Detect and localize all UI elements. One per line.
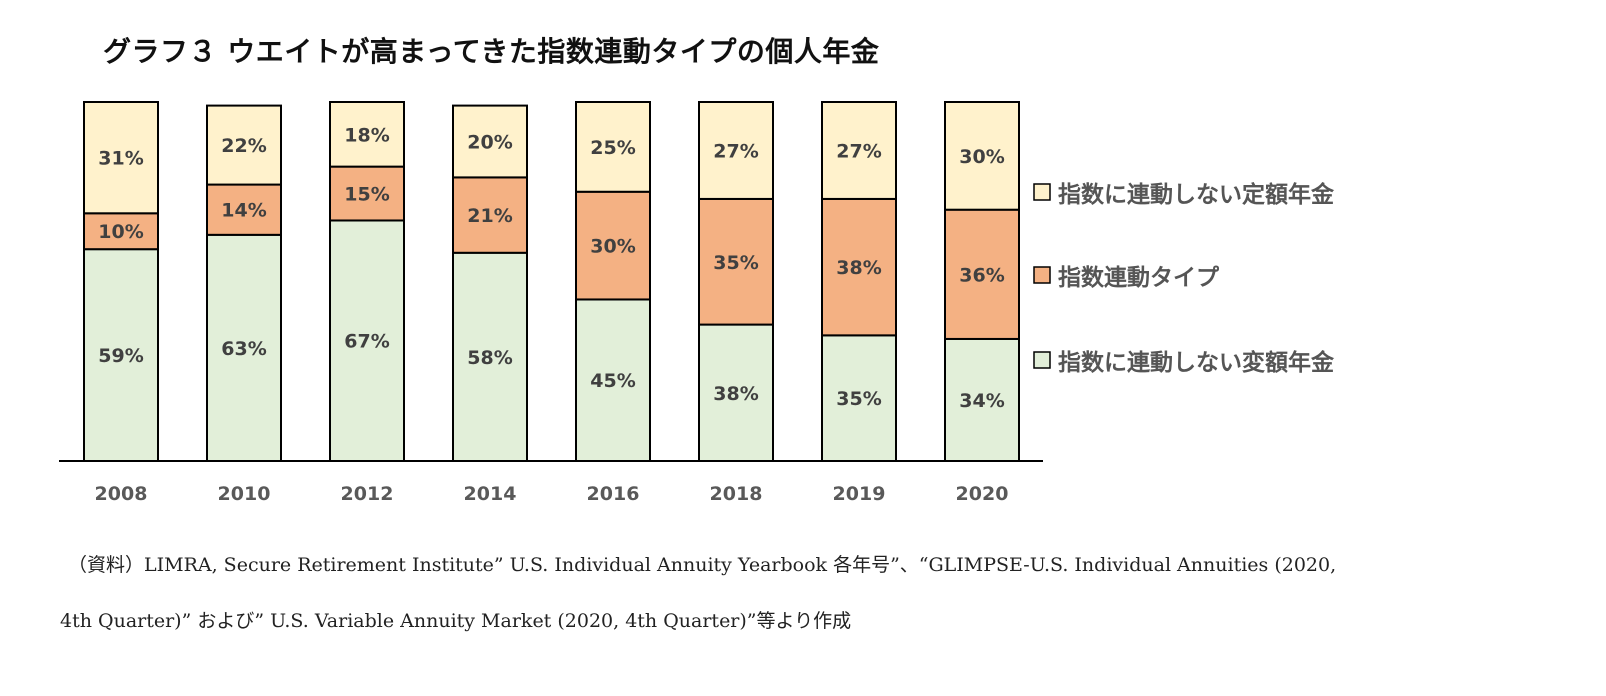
bar-segment-2018-series-1 — [698, 197, 774, 326]
legend-swatch-series-0 — [1033, 351, 1051, 369]
bar-segment-2019-series-2 — [821, 101, 897, 200]
x-tick-label-2014: 2014 — [464, 483, 517, 505]
data-label-2008-series-2: 31% — [98, 148, 143, 170]
legend-swatch-series-2 — [1033, 183, 1051, 201]
data-label-2020-series-1: 36% — [959, 264, 1004, 286]
bar-segment-2012-series-2 — [329, 101, 405, 168]
data-label-2019-series-1: 38% — [836, 257, 881, 279]
x-tick-label-2016: 2016 — [587, 483, 640, 505]
data-label-2014-series-2: 20% — [467, 131, 512, 153]
x-tick-label-2008: 2008 — [95, 483, 148, 505]
data-label-2012-series-1: 15% — [344, 184, 389, 206]
bar-segment-2008-series-0 — [83, 248, 159, 462]
data-label-2008-series-0: 59% — [98, 345, 143, 367]
bar-segment-2019-series-1 — [821, 197, 897, 337]
legend-label-series-2: 指数に連動しない定額年金 — [1058, 181, 1335, 208]
stacked-bar-chart: 59% 10% 31% 2008 63% 14% 22% 2010 67% 15% 18% 2012 5… — [59, 101, 1335, 505]
data-label-2020-series-0: 34% — [959, 390, 1004, 412]
data-label-2019-series-0: 35% — [836, 388, 881, 410]
source-note-line-1: （資料）LIMRA, Secure Retirement Institute” … — [68, 554, 1337, 576]
data-label-2014-series-0: 58% — [467, 347, 512, 369]
x-tick-label-2010: 2010 — [218, 483, 271, 505]
data-label-2014-series-1: 21% — [467, 205, 512, 227]
legend-label-series-1: 指数連動タイプ — [1058, 265, 1220, 291]
data-label-2018-series-1: 35% — [713, 252, 758, 274]
data-label-2018-series-2: 27% — [713, 140, 758, 162]
bar-segment-2008-series-2 — [83, 101, 159, 215]
data-label-2010-series-1: 14% — [221, 200, 266, 222]
data-label-2008-series-1: 10% — [98, 221, 143, 243]
bar-segment-2010-series-2 — [206, 104, 282, 186]
data-label-2016-series-2: 25% — [590, 137, 635, 159]
data-label-2010-series-2: 22% — [221, 135, 266, 157]
data-label-2016-series-0: 45% — [590, 370, 635, 392]
legend-label-series-0: 指数に連動しない変額年金 — [1058, 349, 1335, 376]
data-label-2012-series-0: 67% — [344, 331, 389, 353]
data-label-2012-series-2: 18% — [344, 124, 389, 146]
x-tick-label-2012: 2012 — [341, 483, 394, 505]
data-label-2016-series-1: 30% — [590, 236, 635, 258]
legend-swatch-series-1 — [1033, 266, 1051, 284]
data-label-2010-series-0: 63% — [221, 338, 266, 360]
bar-segment-2019-series-0 — [821, 334, 897, 463]
source-note-line-2: 4th Quarter)” および” U.S. Variable Annuity… — [60, 610, 852, 632]
bar-segment-2018-series-2 — [698, 101, 774, 200]
x-tick-label-2018: 2018 — [710, 483, 763, 505]
bar-segment-2016-series-2 — [575, 101, 651, 193]
bar-segment-2012-series-0 — [329, 219, 405, 462]
data-label-2020-series-2: 30% — [959, 146, 1004, 168]
bar-segment-2014-series-1 — [452, 176, 528, 254]
bar-segment-2020-series-2 — [944, 101, 1020, 211]
x-tick-label-2019: 2019 — [833, 483, 886, 505]
chart-title: グラフ３ ウエイトが高まってきた指数連動タイプの個人年金 — [103, 35, 880, 68]
data-label-2018-series-0: 38% — [713, 383, 758, 405]
bar-segment-2020-series-0 — [944, 337, 1020, 462]
bar-segment-2014-series-2 — [452, 104, 528, 179]
data-label-2019-series-2: 27% — [836, 140, 881, 162]
x-tick-label-2020: 2020 — [956, 483, 1009, 505]
bar-segment-2016-series-0 — [575, 298, 651, 463]
bar-segment-2018-series-0 — [698, 323, 774, 462]
bar-segment-2012-series-1 — [329, 165, 405, 222]
